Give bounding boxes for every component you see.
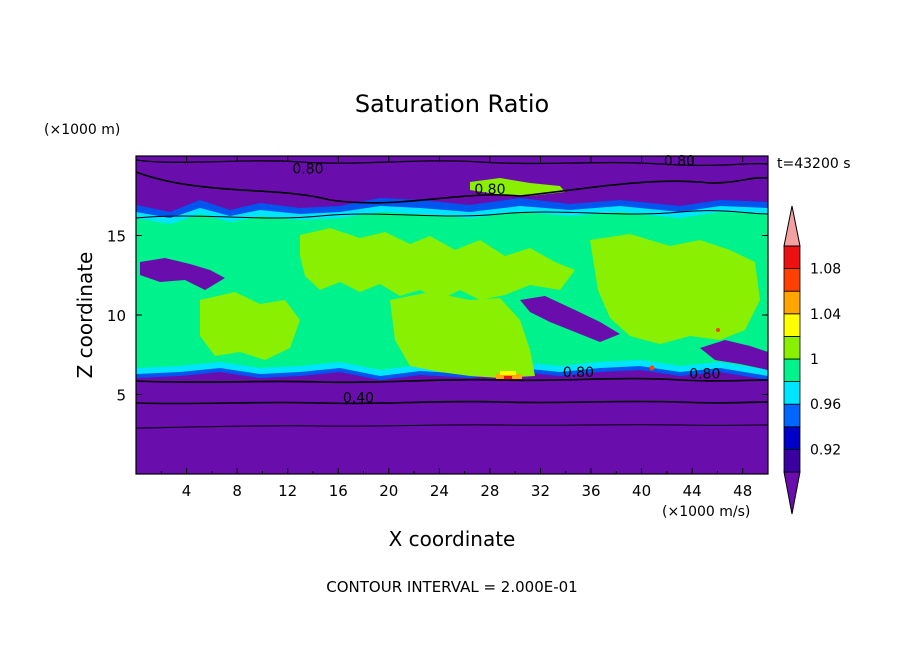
x-tick-label: 28 <box>480 482 499 500</box>
field-lime-5 <box>470 178 565 196</box>
colorbar-label: 1.04 <box>810 307 841 323</box>
field-lime-1 <box>300 228 575 300</box>
x-axis-label: X coordinate <box>389 527 516 551</box>
contour-label: 0.80 <box>292 161 323 177</box>
x-tick-label: 4 <box>182 482 192 500</box>
colorbar-segment <box>783 268 801 292</box>
contour-line-top <box>136 159 768 167</box>
x-tick-label: 36 <box>581 482 600 500</box>
colorbar-segment <box>783 335 801 360</box>
colorbar-segment <box>783 403 801 428</box>
x-tick-label: 20 <box>379 482 398 500</box>
colorbar-label: 0.92 <box>810 442 841 458</box>
contour-line-bottom <box>136 424 768 429</box>
contour-line-upper <box>136 171 768 204</box>
colorbar-label: 1 <box>810 352 819 368</box>
chart-title: Saturation Ratio <box>355 90 549 118</box>
y-axis-label: Z coordinate <box>73 252 97 379</box>
x-tick-label: 16 <box>329 482 348 500</box>
contour-line-040 <box>136 400 768 405</box>
colorbar-segment <box>783 381 801 405</box>
contour-label: 0.80 <box>474 182 505 198</box>
colorbar-underflow <box>783 471 801 515</box>
contour-interval-note: CONTOUR INTERVAL = 2.000E-01 <box>326 578 577 596</box>
contour-line-080-lower <box>136 377 768 384</box>
x-tick-label: 8 <box>232 482 242 500</box>
colorbar-overflow <box>783 205 801 247</box>
colorbar-label: 0.96 <box>810 397 841 413</box>
contour-labels: 0.80 0.80 0.80 0.80 0.40 0.80 <box>292 154 720 407</box>
colorbar-segment <box>783 313 801 337</box>
colorbar: 1.08 1.04 1 0.96 0.92 <box>783 205 841 515</box>
field-lime-4 <box>200 292 300 360</box>
y-axis-ticks: 5 10 15 <box>107 228 768 405</box>
y-tick-label: 5 <box>116 387 126 405</box>
contour-label: 0.40 <box>343 390 374 406</box>
field-hot-spot-3 <box>716 328 720 332</box>
colorbar-segment <box>783 358 801 383</box>
x-tick-label: 12 <box>278 482 297 500</box>
colorbar-segment <box>783 245 801 270</box>
x-axis-ticks: 4 8 12 16 20 24 28 32 36 40 44 48 <box>160 156 752 500</box>
field-hot-yellow <box>500 371 516 375</box>
field-gap-left <box>140 258 225 290</box>
contour-label: 0.80 <box>563 365 594 381</box>
field-hot-red <box>504 376 512 379</box>
field-gap-middle <box>520 296 620 342</box>
colorbar-label: 1.08 <box>810 262 841 278</box>
contour-line-band-top <box>136 210 768 219</box>
field-lime-3 <box>590 234 760 344</box>
field-lime-2 <box>390 292 535 378</box>
colorbar-segment <box>783 448 801 473</box>
field-layer <box>136 156 768 474</box>
field-gap-right <box>700 340 768 370</box>
x-tick-label: 44 <box>683 482 702 500</box>
field-hot-spot-2 <box>649 365 655 371</box>
x-tick-label: 48 <box>733 482 752 500</box>
x-units-label: (×1000 m/s) <box>662 504 750 520</box>
time-label: t=43200 s <box>777 156 851 172</box>
y-tick-label: 15 <box>107 228 126 246</box>
x-tick-label: 24 <box>430 482 449 500</box>
y-units-label: (×1000 m) <box>44 122 120 138</box>
colorbar-segment <box>783 290 801 315</box>
x-tick-label: 40 <box>632 482 651 500</box>
colorbar-segment <box>783 426 801 450</box>
y-tick-label: 10 <box>107 307 126 325</box>
x-tick-label: 32 <box>531 482 550 500</box>
contour-label: 0.80 <box>689 367 720 383</box>
contour-label: 0.80 <box>664 154 695 170</box>
